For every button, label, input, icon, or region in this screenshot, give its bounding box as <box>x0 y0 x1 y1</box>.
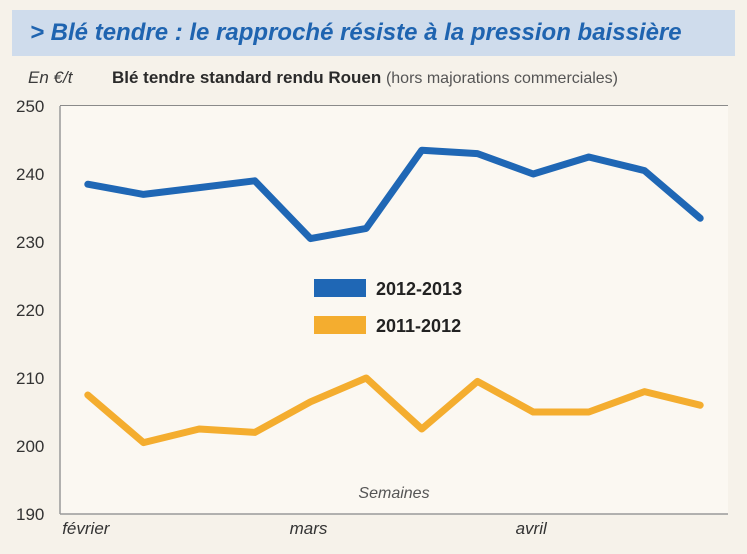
y-tick-label: 210 <box>16 369 44 388</box>
plot-area <box>60 106 728 514</box>
x-axis-label: Semaines <box>358 485 429 502</box>
data-point <box>365 377 367 379</box>
legend-swatch <box>314 279 366 297</box>
y-tick-labels: 250 240 230 220 210 200 190 <box>16 97 44 524</box>
title-bar: > Blé tendre : le rapproché résiste à la… <box>12 10 735 56</box>
data-point <box>477 380 478 382</box>
data-point <box>310 238 311 240</box>
data-point <box>588 156 590 158</box>
y-tick-label: 200 <box>16 437 44 456</box>
data-point <box>143 442 144 444</box>
data-point <box>588 411 590 413</box>
chart-headline: > Blé tendre : le rapproché résiste à la… <box>30 19 682 46</box>
data-point <box>421 428 423 430</box>
legend-label: 2012-2013 <box>376 279 462 299</box>
data-point <box>198 428 200 430</box>
data-point <box>644 391 645 393</box>
x-tick-label: février <box>62 519 111 538</box>
series-line <box>84 374 704 447</box>
chart-subtitle: Blé tendre standard rendu Rouen (hors ma… <box>112 68 618 88</box>
series-lines <box>84 146 704 447</box>
unit-label: En €/t <box>28 68 73 87</box>
subtitle-main: Blé tendre standard rendu Rouen <box>112 68 382 87</box>
data-point <box>365 227 367 229</box>
data-point <box>699 404 701 406</box>
legend-label: 2011-2012 <box>376 316 461 336</box>
axes <box>59 106 728 515</box>
y-tick-label: 240 <box>16 165 44 184</box>
y-tick-label: 230 <box>16 233 44 252</box>
subtitle-note: (hors majorations commerciales) <box>385 70 618 87</box>
data-point <box>254 180 256 182</box>
y-tick-label: 190 <box>16 505 44 524</box>
y-tick-label: 250 <box>16 97 44 116</box>
x-tick-labels: février mars avril <box>62 519 548 538</box>
series-line <box>84 146 704 243</box>
data-point <box>143 193 144 195</box>
y-tick-label: 220 <box>16 301 44 320</box>
data-point <box>699 217 701 219</box>
x-tick-label: avril <box>516 519 548 538</box>
data-point <box>644 170 645 172</box>
x-tick-label: mars <box>290 519 328 538</box>
data-point <box>532 411 534 413</box>
data-point <box>421 149 423 151</box>
data-point <box>87 394 89 396</box>
legend: 2012-2013 2011-2012 <box>314 279 462 336</box>
legend-swatch <box>314 316 366 334</box>
data-point <box>254 431 256 433</box>
data-point <box>310 401 311 403</box>
data-point <box>198 187 200 189</box>
data-point <box>532 173 534 175</box>
data-point <box>477 153 478 155</box>
data-point <box>87 183 89 185</box>
